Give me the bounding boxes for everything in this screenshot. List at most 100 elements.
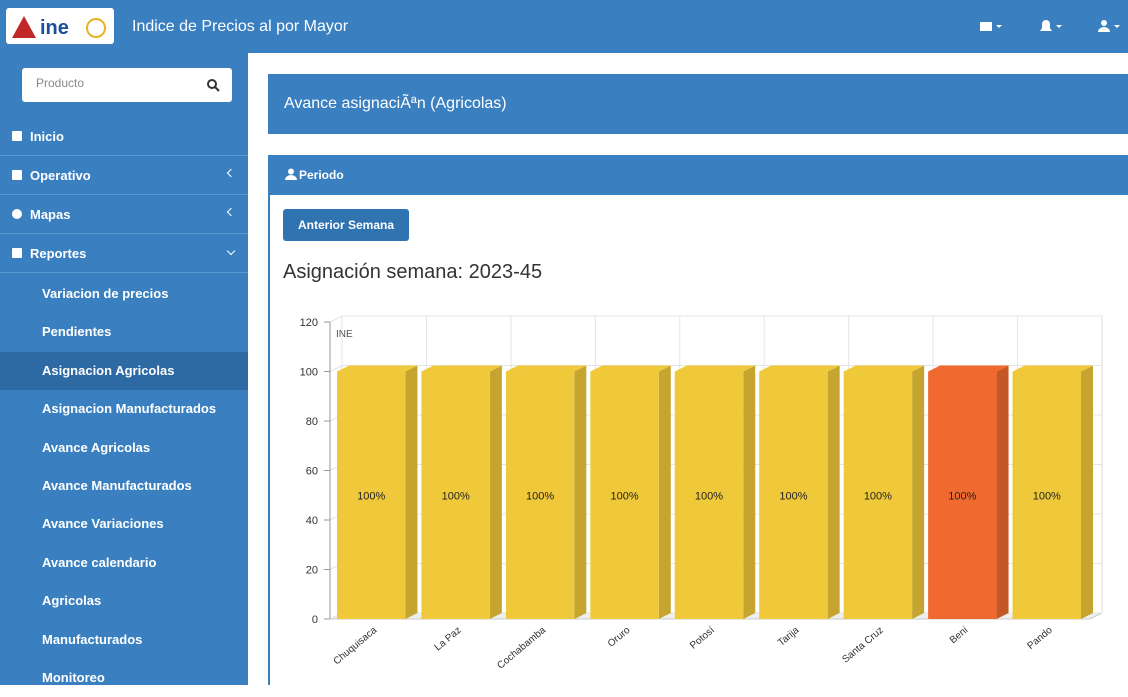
x-tick-label: Santa Cruz — [840, 625, 885, 666]
bar-top — [505, 365, 587, 372]
menu-label: Inicio — [30, 129, 64, 144]
bar-side — [489, 365, 502, 619]
submenu-item[interactable]: Avance Manufacturados — [42, 478, 192, 493]
bar — [674, 371, 744, 619]
menu-icon — [12, 209, 22, 219]
bar-top — [421, 365, 502, 372]
panel-header: Periodo — [268, 155, 1128, 195]
data-label: 100% — [864, 490, 892, 502]
bar-top — [928, 365, 1009, 372]
submenu-item[interactable]: Asignacion Manufacturados — [42, 401, 217, 417]
data-label: 100% — [1033, 490, 1061, 502]
chart: 0 20 40 60 80 100 120 INE 100% Chuquisaca 100% La P… — [300, 315, 1103, 672]
menu-item[interactable]: Operativo — [0, 156, 248, 195]
data-label: 100% — [948, 490, 976, 502]
submenu-item[interactable]: Variacion de precios — [42, 286, 169, 301]
y-tick-label: 80 — [306, 416, 318, 428]
bar — [590, 371, 659, 619]
data-label: 100% — [442, 490, 470, 502]
menu-item[interactable]: Inicio — [0, 117, 248, 156]
panel-title: Periodo — [299, 168, 344, 182]
x-tick-label: Pando — [1025, 625, 1055, 652]
bar — [1012, 371, 1081, 619]
submenu-item[interactable]: Asignacion Agricolas — [0, 351, 248, 390]
user-icon — [285, 168, 297, 180]
nav-icons[interactable] — [968, 0, 1128, 53]
bar-side — [912, 365, 925, 619]
submenu-item[interactable]: Agricolas — [42, 593, 102, 609]
sidebar: Producto Inicio Operativo Mapas Reportes Var… — [0, 53, 248, 685]
bar — [759, 371, 828, 619]
submenu-item[interactable]: Pendientes — [42, 324, 112, 340]
svg-text:ine: ine — [40, 17, 69, 39]
menu-label: Operativo — [30, 168, 91, 183]
data-label: 100% — [357, 490, 385, 502]
bar-top — [843, 365, 925, 372]
bar-side — [574, 365, 587, 619]
chart-heading: Asignación semana: 2023-45 — [283, 261, 543, 283]
x-tick-label: Tarija — [776, 625, 802, 649]
x-tick-label: La Paz — [433, 625, 464, 653]
menu-label: Reportes — [30, 246, 87, 261]
x-tick-label: Cochabamba — [495, 625, 548, 672]
grid-line — [329, 365, 1102, 372]
page-title: Avance asignaciÃªn (Agricolas) — [284, 95, 507, 112]
navbar: ine Indice de Precios al por Mayor — [0, 0, 1128, 53]
y-tick-label: 100 — [300, 367, 318, 379]
bar-side — [827, 365, 840, 619]
bar-top — [337, 365, 418, 372]
data-label: 100% — [610, 490, 638, 502]
y-tick-label: 60 — [306, 466, 318, 478]
bar-top — [590, 365, 671, 372]
chevron — [226, 246, 236, 256]
x-tick-label: Chuquisaca — [332, 625, 380, 668]
menu-icon — [12, 170, 22, 180]
panel-border — [268, 195, 270, 685]
bar — [421, 371, 490, 619]
search-icon — [207, 79, 220, 92]
search-box[interactable]: Producto — [22, 68, 232, 102]
submenu-item[interactable]: Avance Variaciones — [42, 516, 164, 532]
y-tick-label: 0 — [312, 614, 318, 626]
y-tick-label: 40 — [306, 515, 318, 527]
menu-item[interactable]: Reportes — [0, 234, 248, 273]
bar-side — [658, 365, 671, 619]
x-tick-label: Beni — [948, 625, 970, 646]
bar-side — [996, 365, 1009, 619]
data-label: 100% — [526, 490, 554, 502]
bar-side — [743, 365, 756, 619]
submenu-item[interactable]: Monitoreo — [42, 670, 105, 685]
submenu-item[interactable]: Avance calendario — [42, 554, 157, 570]
data-label: 100% — [695, 490, 723, 502]
bar — [928, 371, 997, 619]
menu-item[interactable]: Mapas — [0, 195, 248, 234]
page-header: Avance asignaciÃªn (Agricolas) — [268, 74, 1128, 134]
chevron — [226, 207, 236, 217]
grid-line — [329, 315, 1102, 323]
chevron — [226, 168, 236, 178]
watermark: INE — [336, 329, 353, 340]
data-label: 100% — [779, 490, 807, 502]
bar-top — [674, 365, 756, 372]
search-placeholder: Producto — [36, 76, 85, 90]
menu-icon — [12, 248, 22, 258]
bar — [337, 371, 406, 619]
bar-top — [759, 365, 840, 372]
x-tick-label: Oruro — [606, 625, 633, 650]
bar-side — [405, 365, 418, 619]
y-tick-label: 20 — [306, 565, 318, 577]
logo: ine — [6, 8, 114, 44]
menu-label: Mapas — [30, 207, 71, 222]
previous-week-button[interactable]: Anterior Semana — [283, 209, 409, 241]
app-title: Indice de Precios al por Mayor — [132, 18, 349, 35]
bar-side — [1081, 365, 1093, 619]
bar — [843, 371, 913, 619]
bar-top — [1012, 365, 1093, 372]
submenu-item[interactable]: Manufacturados — [42, 631, 143, 647]
y-tick-label: 120 — [300, 317, 318, 329]
menu-icon — [12, 131, 22, 141]
bar — [505, 371, 575, 619]
submenu-item[interactable]: Avance Agricolas — [42, 439, 151, 455]
x-tick-label: Potosí — [688, 625, 717, 652]
